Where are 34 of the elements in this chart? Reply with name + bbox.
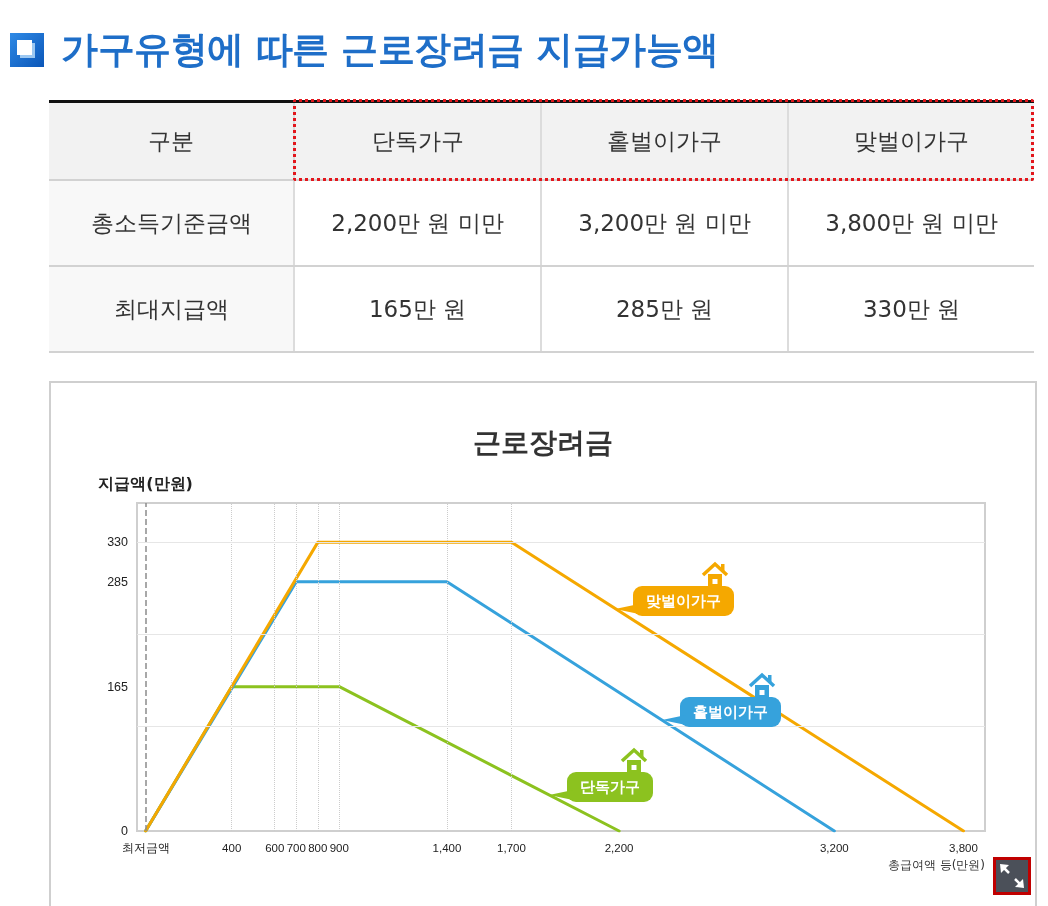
x-tick-label: 2,200	[604, 842, 634, 854]
x-axis-title: 총급여액 등(만원)	[887, 858, 985, 872]
text: 3,800만 원 미만	[788, 180, 1034, 266]
text: 3,200만 원 미만	[541, 180, 788, 266]
legend-label: 단독가구	[567, 771, 654, 802]
x-tick-label: 700	[286, 842, 306, 854]
x-tick-label: 최저금액	[121, 842, 170, 854]
text: 맞벌이가구	[788, 101, 1034, 180]
text: 홑벌이가구	[541, 101, 788, 180]
text: 구분	[49, 101, 294, 180]
text: 165만 원	[294, 266, 541, 352]
y-tick-label: 165	[107, 679, 129, 694]
y-axis-title: 지급액(만원)	[98, 473, 193, 493]
y-tick-label: 285	[107, 574, 129, 589]
legend-label: 맞벌이가구	[633, 585, 735, 616]
text: 285만 원	[541, 266, 788, 352]
x-tick-label: 3,200	[819, 842, 849, 854]
y-tick-label: 330	[107, 535, 129, 550]
text: 단독가구	[294, 101, 541, 180]
chart-title: 근로장려금	[473, 425, 613, 459]
x-tick-label: 600	[265, 842, 285, 854]
text: 최대지급액	[49, 266, 294, 352]
x-tick-label: 800	[308, 842, 328, 854]
text: 가구유형에 따른 근로장려금 지급가능액	[61, 27, 719, 73]
y-tick-label: 0	[121, 824, 129, 838]
x-tick-label: 3,800	[949, 842, 978, 854]
text: 330만 원	[788, 266, 1034, 352]
text: 2,200만 원 미만	[294, 180, 541, 266]
x-tick-label: 1,700	[497, 842, 526, 854]
x-tick-label: 900	[329, 842, 349, 854]
x-tick-label: 400	[222, 842, 242, 854]
text: 총소득기준금액	[49, 180, 294, 266]
legend-label: 홑벌이가구	[679, 697, 781, 728]
x-tick-label: 1,400	[432, 842, 462, 854]
